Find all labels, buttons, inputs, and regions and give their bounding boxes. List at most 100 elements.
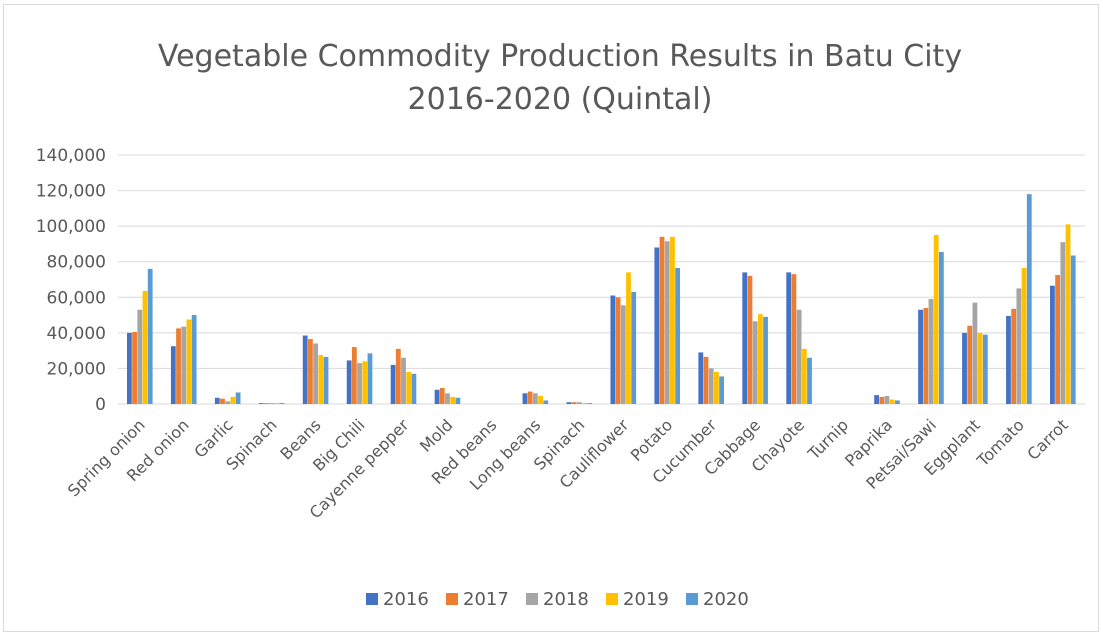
- bar-2017-4: [264, 403, 269, 404]
- bar-2019-18: [889, 399, 895, 404]
- bar-2016-11: [566, 402, 572, 404]
- bar-2019-6: [362, 361, 368, 404]
- bar-2019-7: [406, 371, 412, 404]
- bar-2017-21: [1011, 308, 1017, 404]
- bar-2016-18: [874, 395, 880, 404]
- y-tick-label: 20,000: [47, 359, 106, 379]
- bar-2018-20: [972, 302, 978, 404]
- bar-2017-7: [395, 348, 401, 404]
- bar-2019-16: [801, 348, 807, 404]
- bar-2020-12: [631, 291, 637, 404]
- bar-2017-22: [1055, 275, 1061, 404]
- y-tick-label: 0: [95, 395, 106, 415]
- y-tick-label: 120,000: [36, 182, 106, 202]
- legend-label: 2019: [623, 589, 669, 610]
- bar-2017-2: [176, 328, 181, 404]
- bar-2018-2: [181, 326, 187, 404]
- x-tick-label: Tomato: [973, 415, 1028, 470]
- bar-2019-15: [757, 314, 763, 404]
- bar-2016-20: [962, 332, 967, 404]
- legend-swatch-2019: [606, 593, 618, 605]
- legend-label: 2018: [543, 589, 589, 610]
- bar-2018-18: [884, 395, 890, 404]
- bar-2016-6: [346, 360, 352, 404]
- bar-2020-2: [191, 315, 197, 404]
- bar-2019-19: [933, 235, 939, 404]
- bar-2019-10: [538, 395, 543, 404]
- bar-2019-4: [274, 403, 280, 404]
- bar-2017-5: [307, 339, 313, 404]
- bar-2019-20: [977, 332, 983, 404]
- bar-2017-20: [967, 325, 973, 404]
- bar-2019-13: [670, 236, 675, 404]
- bar-2017-6: [351, 347, 357, 404]
- bar-2016-19: [918, 309, 923, 404]
- bar-2020-15: [763, 316, 768, 404]
- bar-2020-19: [938, 251, 944, 404]
- x-tick-label: Mold: [416, 415, 456, 455]
- legend-label: 2017: [463, 589, 509, 610]
- bar-2017-10: [527, 391, 533, 404]
- legend-swatch-2020: [686, 593, 698, 605]
- bar-2020-18: [895, 400, 900, 404]
- bar-2020-1: [147, 268, 153, 404]
- bar-2020-10: [543, 400, 549, 404]
- legend-swatch-2018: [526, 593, 538, 605]
- bar-2016-7: [390, 364, 396, 404]
- bar-2020-11: [587, 403, 593, 404]
- chart-title-line-1: Vegetable Commodity Production Results i…: [158, 39, 962, 74]
- y-tick-label: 40,000: [47, 324, 106, 344]
- y-tick-label: 60,000: [47, 288, 106, 308]
- bar-2019-14: [713, 371, 719, 404]
- bar-2018-14: [708, 368, 714, 404]
- bar-2016-10: [522, 393, 528, 404]
- bar-2017-11: [571, 402, 577, 404]
- bar-2018-8: [445, 393, 450, 404]
- bar-2018-19: [928, 299, 934, 404]
- bar-2020-14: [719, 376, 724, 404]
- bar-2016-15: [742, 272, 748, 404]
- bar-2018-15: [752, 321, 758, 404]
- bar-2019-5: [318, 355, 324, 404]
- bar-2019-11: [582, 403, 587, 404]
- bar-2018-7: [401, 357, 406, 404]
- bar-2020-21: [1026, 194, 1032, 404]
- legend-swatch-2017: [446, 593, 458, 605]
- bar-2018-1: [137, 309, 143, 404]
- chart-title-line-2: 2016-2020 (Quintal): [408, 82, 713, 117]
- bar-2018-21: [1016, 288, 1022, 404]
- bar-2020-13: [675, 267, 681, 404]
- bar-2020-5: [323, 356, 329, 404]
- y-tick-label: 100,000: [36, 217, 106, 237]
- bar-2018-22: [1060, 242, 1066, 404]
- bar-2017-12: [615, 297, 621, 404]
- bar-2016-16: [786, 272, 792, 404]
- bar-2019-1: [142, 291, 148, 404]
- x-tick-label: Carrot: [1023, 415, 1071, 463]
- chart-frame: [3, 4, 1099, 632]
- bar-2019-2: [186, 319, 192, 404]
- bar-2018-5: [313, 343, 318, 404]
- bar-2018-12: [620, 305, 626, 404]
- bar-2016-13: [654, 247, 660, 404]
- bars: [126, 194, 1076, 404]
- bar-2019-22: [1065, 224, 1071, 404]
- bar-2016-21: [1006, 315, 1011, 404]
- legend: 2016 2017 2018 2019 2020: [366, 589, 749, 610]
- bar-2018-16: [796, 309, 802, 404]
- bar-2016-4: [258, 403, 264, 404]
- y-tick-label: 80,000: [47, 253, 106, 273]
- chart-title: Vegetable Commodity Production Results i…: [158, 39, 962, 117]
- y-axis-ticks: 0 20,000 40,000 60,000 80,000 100,000 120,000 1…: [36, 146, 106, 415]
- bar-2020-6: [367, 353, 373, 404]
- bar-2017-3: [220, 398, 225, 404]
- bar-2018-11: [576, 402, 582, 404]
- bar-2020-22: [1070, 255, 1076, 404]
- bar-2018-10: [532, 393, 538, 404]
- bar-2019-12: [626, 272, 631, 404]
- bar-2018-3: [225, 401, 231, 404]
- bar-2017-8: [439, 387, 445, 404]
- bar-2017-19: [923, 307, 929, 404]
